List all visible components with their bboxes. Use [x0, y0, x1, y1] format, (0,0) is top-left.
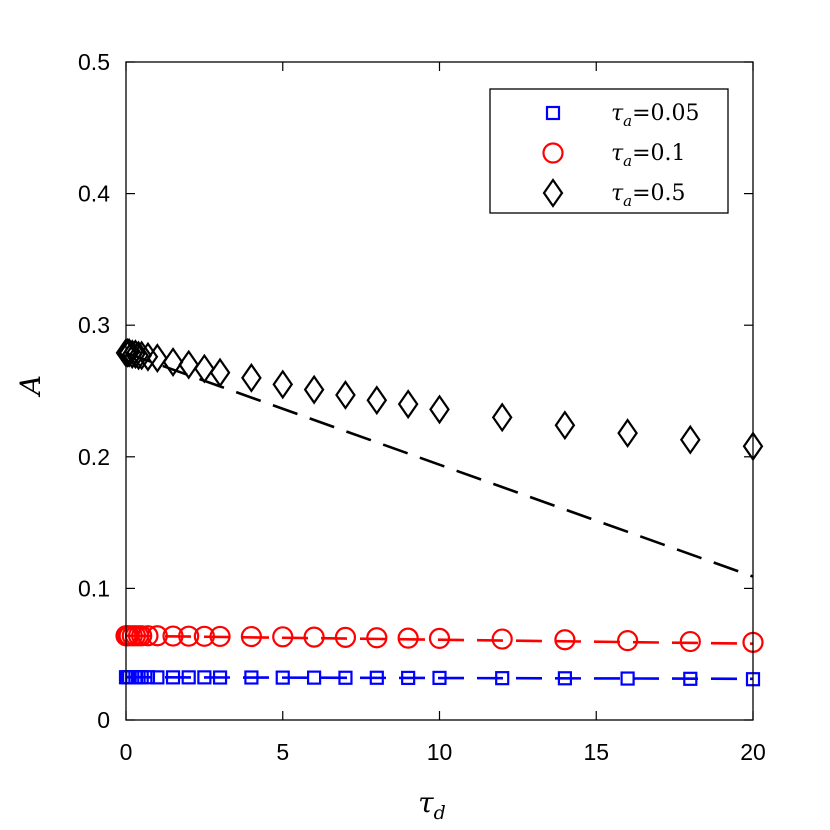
point-series-0	[165, 670, 181, 685]
point-series-0	[432, 670, 447, 685]
point-series-0	[307, 670, 322, 685]
point-series-0	[557, 671, 573, 686]
point-series-2	[491, 402, 513, 433]
y-tick-label: 0.5	[78, 49, 110, 75]
point-series-2	[429, 394, 450, 425]
point-series-2	[397, 389, 419, 420]
x-tick-label: 15	[583, 739, 609, 765]
fit-lines	[125, 351, 754, 681]
point-series-0	[197, 670, 212, 685]
point-series-0	[683, 671, 698, 686]
fit-line-series-0	[125, 675, 754, 681]
point-series-2	[554, 410, 576, 441]
point-series-0	[401, 670, 416, 685]
legend-marker-2	[542, 178, 564, 208]
point-series-1	[334, 626, 357, 648]
fit-line-series-1	[125, 634, 754, 645]
point-series-2	[366, 385, 388, 416]
point-series-2	[162, 347, 184, 377]
y-tick-label: 0.3	[78, 312, 110, 338]
y-tick-label: 0.1	[78, 575, 110, 601]
point-series-1	[428, 627, 451, 650]
point-series-2	[137, 341, 159, 372]
point-series-0	[495, 671, 510, 686]
tick-marks	[125, 61, 754, 721]
fit-line-series-2	[125, 351, 754, 578]
point-series-2	[679, 424, 701, 455]
point-series-2	[209, 357, 231, 388]
point-series-1	[162, 625, 184, 647]
point-series-1	[146, 625, 168, 647]
point-series-2	[617, 418, 638, 449]
x-tick-label: 10	[427, 739, 453, 765]
y-tick-label: 0	[97, 707, 110, 733]
point-series-1	[616, 630, 639, 652]
point-series-2	[147, 343, 168, 374]
legend: τa=0.05 τa=0.1 τa=0.5	[489, 88, 729, 214]
tick-labels: 0 5 10 15 20 0 0.1 0.2 0.3 0.4 0.5	[78, 49, 766, 765]
point-series-0	[620, 671, 635, 686]
point-series-2	[335, 380, 356, 410]
point-series-1	[397, 627, 419, 649]
point-series-2	[125, 339, 146, 370]
point-series-2	[131, 340, 153, 371]
legend-entry-1: τa=0.1	[611, 141, 686, 170]
point-series-1	[679, 630, 701, 653]
point-series-0	[212, 670, 228, 685]
point-series-1	[137, 625, 159, 647]
point-series-0	[150, 670, 165, 685]
point-series-0	[181, 670, 196, 685]
point-series-2	[178, 349, 200, 380]
legend-box	[489, 88, 729, 214]
point-series-1	[193, 625, 215, 647]
point-series-1	[554, 629, 576, 651]
data-markers	[115, 337, 764, 687]
point-series-1	[491, 628, 513, 650]
point-series-2	[241, 362, 262, 393]
point-series-1	[178, 625, 200, 647]
point-series-1	[272, 626, 294, 648]
legend-marker-1	[542, 142, 564, 164]
x-tick-label: 20	[740, 739, 766, 765]
x-tick-label: 5	[276, 739, 289, 765]
point-series-0	[275, 670, 290, 685]
point-series-1	[209, 625, 231, 648]
point-series-0	[369, 670, 384, 685]
point-series-2	[194, 353, 215, 384]
point-series-2	[128, 340, 149, 371]
point-series-1	[303, 626, 325, 648]
point-series-0	[140, 670, 156, 685]
legend-entry-2: τa=0.5	[611, 181, 686, 210]
y-axis-label: A	[14, 375, 47, 398]
x-tick-label: 0	[120, 739, 133, 765]
legend-entry-0: τa=0.05	[611, 101, 700, 130]
point-series-0	[338, 670, 353, 685]
y-tick-label: 0.4	[78, 181, 110, 207]
point-series-2	[303, 374, 325, 405]
point-series-1	[240, 625, 262, 648]
point-series-0	[244, 670, 259, 685]
point-series-1	[366, 627, 388, 649]
y-tick-label: 0.2	[78, 444, 110, 470]
legend-marker-0	[545, 105, 561, 121]
point-series-1	[131, 625, 153, 647]
legend-markers	[542, 105, 564, 208]
x-axis-label: τd	[418, 786, 446, 824]
point-series-2	[272, 369, 294, 400]
